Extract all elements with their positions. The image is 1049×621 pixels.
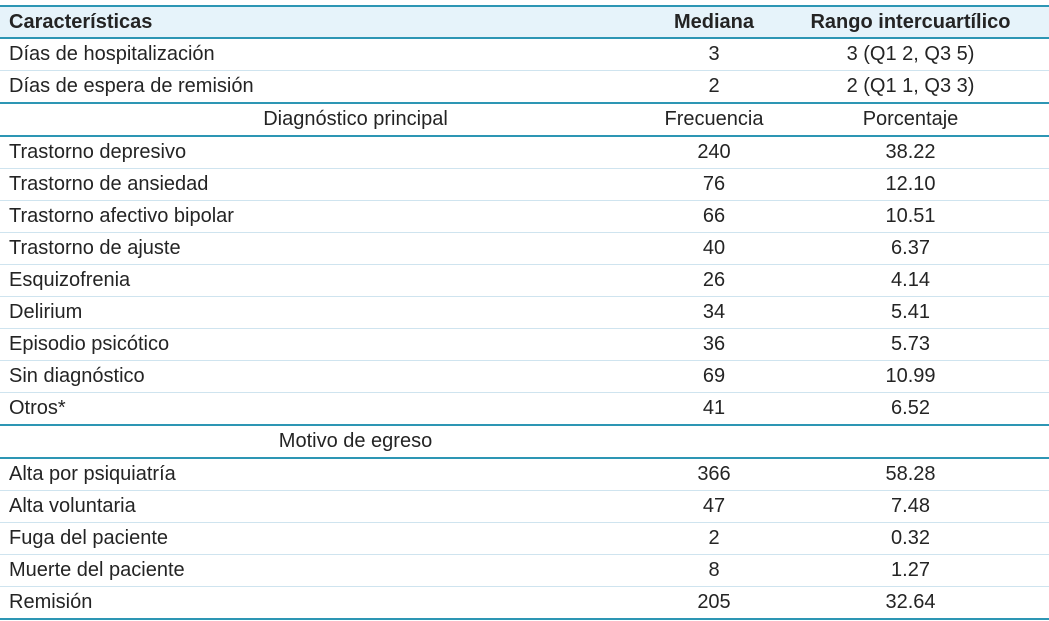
row-label: Remisión xyxy=(9,591,93,613)
row-label: Trastorno de ajuste xyxy=(9,237,181,259)
table-row: Remisión 205 32.64 xyxy=(0,587,1049,619)
row-value-col3: 1.27 xyxy=(891,559,930,581)
row-value-col3: 7.48 xyxy=(891,495,930,517)
row-value-col3: 6.52 xyxy=(891,397,930,419)
row-label: Días de hospitalización xyxy=(9,43,215,65)
row-value-col3: 3 (Q1 2, Q3 5) xyxy=(846,43,975,65)
row-label: Esquizofrenia xyxy=(9,269,131,291)
column-header-caracteristicas: Características xyxy=(9,10,153,33)
row-label: Muerte del paciente xyxy=(9,559,185,581)
row-value-col3: 6.37 xyxy=(891,237,930,259)
table-row: Fuga del paciente 2 0.32 xyxy=(0,523,1049,555)
table-row: Trastorno de ajuste 40 6.37 xyxy=(0,233,1049,265)
row-label: Trastorno afectivo bipolar xyxy=(9,205,234,227)
table-row: Alta por psiquiatría 366 58.28 xyxy=(0,458,1049,491)
table-row: Trastorno afectivo bipolar 66 10.51 xyxy=(0,201,1049,233)
table-row: Delirium 34 5.41 xyxy=(0,297,1049,329)
table-row: Sin diagnóstico 69 10.99 xyxy=(0,361,1049,393)
row-label: Episodio psicótico xyxy=(9,333,170,355)
row-value-col3: 5.73 xyxy=(891,333,930,355)
row-label: Alta por psiquiatría xyxy=(9,463,176,485)
section-title: Motivo de egreso xyxy=(278,430,433,452)
row-label: Alta voluntaria xyxy=(9,495,136,517)
table-row: Días de hospitalización 3 3 (Q1 2, Q3 5) xyxy=(0,38,1049,71)
row-value-col3: 10.99 xyxy=(885,365,936,387)
row-value-col3: 58.28 xyxy=(885,463,936,485)
row-value-col2: 240 xyxy=(697,141,731,163)
table-row: Alta voluntaria 47 7.48 xyxy=(0,491,1049,523)
row-value-col3: 32.64 xyxy=(885,591,936,613)
row-label: Trastorno de ansiedad xyxy=(9,173,209,195)
row-value-col3: 2 (Q1 1, Q3 3) xyxy=(846,75,975,97)
row-value-col2: 76 xyxy=(702,173,726,195)
section-col2-header xyxy=(656,425,772,458)
row-value-col3: 0.32 xyxy=(891,527,930,549)
characteristics-table: Características Mediana Rango intercuart… xyxy=(0,5,1049,620)
section-header-row: Diagnóstico principal Frecuencia Porcentaj… xyxy=(0,103,1049,136)
row-value-col3: 12.10 xyxy=(885,173,936,195)
table-row: Trastorno de ansiedad 76 12.10 xyxy=(0,169,1049,201)
column-header-rango-intercuartilico: Rango intercuartílico xyxy=(810,10,1011,33)
row-value-col2: 2 xyxy=(708,75,720,97)
row-value-col2: 26 xyxy=(702,269,726,291)
row-value-col2: 205 xyxy=(697,591,731,613)
row-value-col3: 38.22 xyxy=(885,141,936,163)
row-label: Fuga del paciente xyxy=(9,527,169,549)
row-value-col2: 36 xyxy=(702,333,726,355)
row-label: Otros* xyxy=(9,397,66,419)
row-label: Días de espera de remisión xyxy=(9,75,254,97)
table-row: Trastorno depresivo 240 38.22 xyxy=(0,136,1049,169)
section-col3-header xyxy=(772,425,1049,458)
table-row: Esquizofrenia 26 4.14 xyxy=(0,265,1049,297)
column-header-mediana: Mediana xyxy=(673,10,755,33)
table-row: Muerte del paciente 8 1.27 xyxy=(0,555,1049,587)
row-value-col2: 8 xyxy=(708,559,720,581)
table-row: Otros* 41 6.52 xyxy=(0,393,1049,425)
row-label: Delirium xyxy=(9,301,83,323)
table-body: Días de hospitalización 3 3 (Q1 2, Q3 5) Dí… xyxy=(0,38,1049,619)
table-header-row: Características Mediana Rango intercuart… xyxy=(0,6,1049,38)
row-value-col2: 2 xyxy=(708,527,720,549)
row-value-col2: 66 xyxy=(702,205,726,227)
row-value-col2: 69 xyxy=(702,365,726,387)
row-value-col2: 47 xyxy=(702,495,726,517)
row-value-col3: 10.51 xyxy=(885,205,936,227)
row-value-col3: 4.14 xyxy=(891,269,930,291)
row-label: Sin diagnóstico xyxy=(9,365,145,387)
section-title: Diagnóstico principal xyxy=(263,108,448,130)
row-value-col2: 41 xyxy=(702,397,726,419)
row-value-col3: 5.41 xyxy=(891,301,930,323)
table-row: Días de espera de remisión 2 2 (Q1 1, Q3 3… xyxy=(0,71,1049,103)
section-header-row: Motivo de egreso xyxy=(0,425,1049,458)
section-col3-header: Porcentaje xyxy=(862,108,959,130)
row-value-col2: 34 xyxy=(702,301,726,323)
row-value-col2: 40 xyxy=(702,237,726,259)
row-value-col2: 3 xyxy=(708,43,720,65)
section-col2-header: Frecuencia xyxy=(664,108,764,130)
table-row: Episodio psicótico 36 5.73 xyxy=(0,329,1049,361)
row-value-col2: 366 xyxy=(697,463,731,485)
row-label: Trastorno depresivo xyxy=(9,141,187,163)
